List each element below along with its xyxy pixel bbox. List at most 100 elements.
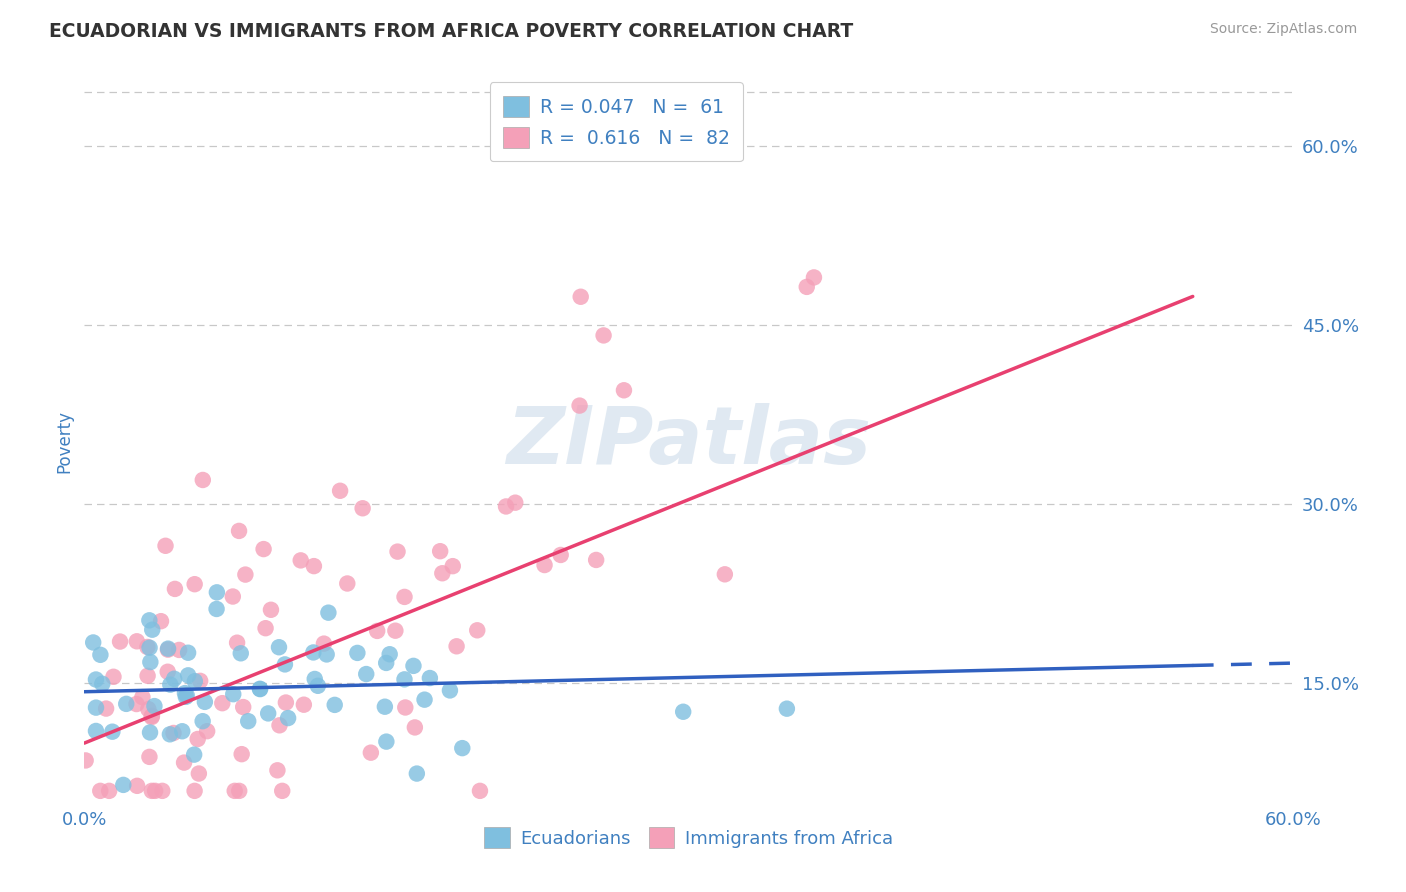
Point (387, 544, 409, 558)
Point (432, 566, 454, 581)
Point (228, 524, 250, 538)
Text: ZIPatlas: ZIPatlas (506, 402, 872, 481)
Point (174, 686, 197, 700)
Point (84, 700, 107, 714)
Point (150, 614, 173, 628)
Point (150, 784, 173, 798)
Point (98, 784, 121, 798)
Point (91, 677, 114, 691)
Point (315, 648, 337, 662)
Point (195, 724, 218, 739)
Point (503, 496, 526, 510)
Point (141, 710, 163, 724)
Point (141, 623, 163, 637)
Point (177, 646, 200, 660)
Point (222, 590, 245, 604)
Point (194, 695, 217, 709)
Point (176, 689, 198, 703)
Point (127, 779, 149, 793)
Point (292, 698, 315, 712)
Point (75, 754, 97, 768)
Point (254, 621, 277, 635)
Point (354, 667, 377, 681)
Point (384, 624, 406, 638)
Point (269, 718, 291, 732)
Point (672, 705, 695, 719)
Point (304, 672, 326, 686)
Point (226, 636, 249, 650)
Point (307, 679, 329, 693)
Point (112, 778, 135, 792)
Point (346, 646, 368, 660)
Point (568, 399, 591, 413)
Point (183, 784, 205, 798)
Point (125, 697, 148, 711)
Point (94, 701, 117, 715)
Point (360, 746, 382, 760)
Point (585, 553, 607, 567)
Point (139, 655, 162, 669)
Point (159, 678, 181, 692)
Point (352, 501, 374, 516)
Point (188, 673, 211, 688)
Point (312, 637, 335, 651)
Point (394, 673, 416, 687)
Point (468, 784, 491, 798)
Point (249, 681, 271, 696)
Text: Source: ZipAtlas.com: Source: ZipAtlas.com (1209, 22, 1357, 37)
Point (125, 634, 148, 648)
Point (143, 784, 166, 798)
Point (413, 692, 436, 706)
Point (592, 328, 614, 343)
Point (274, 696, 297, 710)
Point (167, 643, 190, 657)
Point (228, 784, 250, 798)
Point (138, 750, 160, 764)
Point (84, 673, 107, 687)
Point (803, 270, 825, 285)
Point (191, 473, 214, 487)
Point (323, 698, 346, 712)
Point (177, 668, 200, 682)
Text: ECUADORIAN VS IMMIGRANTS FROM AFRICA POVERTY CORRELATION CHART: ECUADORIAN VS IMMIGRANTS FROM AFRICA POV… (49, 22, 853, 41)
Point (183, 747, 205, 762)
Point (429, 544, 451, 558)
Point (274, 657, 297, 672)
Y-axis label: Poverty: Poverty (55, 410, 73, 473)
Point (136, 669, 159, 683)
Point (375, 656, 398, 670)
Point (405, 766, 427, 780)
Point (277, 711, 299, 725)
Point (267, 640, 290, 655)
Point (205, 585, 228, 599)
Point (336, 576, 359, 591)
Point (89, 784, 111, 798)
Point (404, 720, 426, 734)
Point (550, 548, 572, 562)
Point (329, 483, 352, 498)
Point (235, 567, 257, 582)
Point (89, 648, 111, 662)
Point (103, 670, 125, 684)
Point (238, 714, 260, 728)
Point (141, 784, 163, 798)
Point (143, 699, 166, 714)
Point (131, 690, 153, 705)
Point (776, 701, 799, 715)
Point (378, 647, 401, 661)
Point (232, 700, 254, 714)
Point (138, 640, 160, 655)
Point (613, 384, 636, 398)
Point (172, 724, 194, 739)
Point (465, 624, 488, 638)
Point (271, 784, 294, 798)
Point (495, 500, 517, 514)
Point (318, 606, 340, 620)
Point (187, 766, 209, 780)
Point (446, 640, 468, 654)
Point (394, 590, 416, 604)
Point (375, 734, 398, 748)
Point (419, 671, 441, 685)
Point (260, 603, 283, 617)
Point (569, 290, 592, 304)
